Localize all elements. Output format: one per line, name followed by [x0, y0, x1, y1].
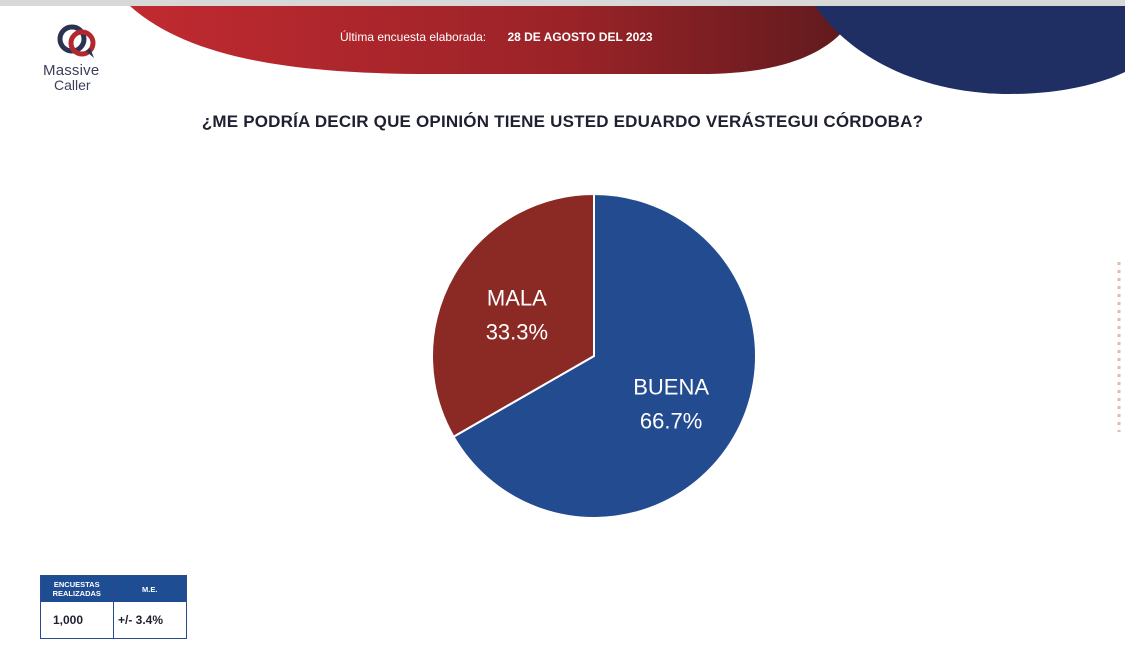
stats-header-surveys: ENCUESTAS REALIZADAS — [52, 580, 101, 598]
header-date: 28 DE AGOSTO DEL 2023 — [507, 30, 653, 44]
slice-value-buena: 66.7% — [640, 409, 702, 434]
stats-surveys-value: 1,000 — [53, 613, 84, 627]
pie-slices — [431, 192, 757, 519]
logo-icon — [57, 24, 96, 58]
banner-navy-shape — [815, 6, 1125, 94]
banner-red-shape — [130, 6, 860, 74]
question-title: ¿ME PODRÍA DECIR QUE OPINIÓN TIENE USTED… — [201, 112, 924, 131]
pie-slice-mala — [431, 192, 595, 439]
stats-value-row: 1,000 +/- 3.4% — [41, 602, 186, 638]
logo-text-line2: Caller — [54, 77, 91, 93]
header-survey-date: Última encuesta elaborada: 28 DE AGOSTO … — [340, 30, 653, 44]
pie-chart: BUENA 66.7% MALA 33.3% — [431, 192, 757, 519]
slice-value-mala: 33.3% — [486, 319, 548, 344]
stats-margin-value: +/- 3.4% — [113, 602, 186, 638]
slice-name-buena: BUENA — [633, 375, 709, 400]
stats-header-margin: M.E. — [112, 576, 187, 602]
stats-header-row: ENCUESTAS REALIZADAS M.E. — [41, 576, 186, 602]
logo-text-line1: Massive — [43, 62, 100, 79]
pie-labels: BUENA 66.7% MALA 33.3% — [486, 285, 710, 433]
header-label: Última encuesta elaborada: — [340, 30, 487, 44]
side-vertical-mark — [1117, 262, 1121, 432]
top-edge — [0, 0, 1125, 6]
slice-name-mala: MALA — [487, 285, 547, 310]
header-banner — [130, 6, 1125, 94]
pie-slice-buena — [452, 192, 757, 519]
massive-caller-logo: Massive Caller — [40, 20, 120, 95]
survey-stats-table: ENCUESTAS REALIZADAS M.E. 1,000 +/- 3.4% — [40, 575, 187, 639]
